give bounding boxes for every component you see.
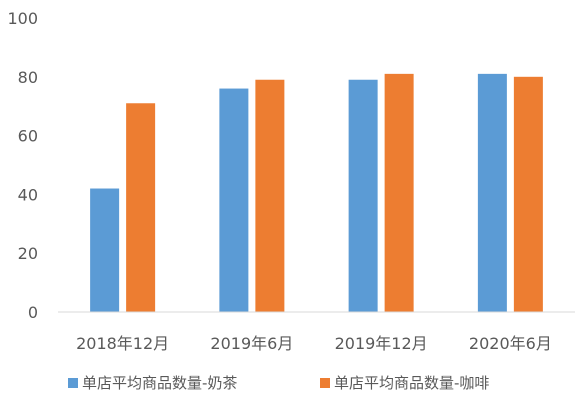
x-tick-label: 2018年12月 xyxy=(76,334,169,353)
legend-label: 单店平均商品数量-奶茶 xyxy=(82,374,237,392)
y-axis: 0 20 40 60 80 100 xyxy=(7,9,38,322)
y-tick-label: 0 xyxy=(28,303,38,322)
legend-item-coffee: 单店平均商品数量-咖啡 xyxy=(320,374,489,392)
y-tick-label: 60 xyxy=(18,127,38,146)
y-tick-label: 20 xyxy=(18,244,38,263)
x-tick-label: 2019年12月 xyxy=(335,334,428,353)
legend: 单店平均商品数量-奶茶 单店平均商品数量-咖啡 xyxy=(68,374,489,392)
bar-coffee xyxy=(384,73,414,312)
legend-swatch xyxy=(68,378,78,388)
bar-coffee xyxy=(513,76,543,312)
legend-item-milk-tea: 单店平均商品数量-奶茶 xyxy=(68,374,237,392)
bar-milk-tea xyxy=(90,188,120,312)
bar-coffee xyxy=(126,103,156,312)
bar-milk-tea xyxy=(477,73,507,312)
bar-milk-tea xyxy=(348,79,378,313)
y-tick-label: 80 xyxy=(18,68,38,87)
bars xyxy=(90,73,543,313)
y-tick-label: 40 xyxy=(18,185,38,204)
x-tick-label: 2020年6月 xyxy=(469,334,552,353)
bar-coffee xyxy=(255,79,285,313)
x-axis: 2018年12月 2019年6月 2019年12月 2020年6月 xyxy=(76,334,552,353)
legend-swatch xyxy=(320,378,330,388)
y-tick-label: 100 xyxy=(7,9,38,28)
legend-label: 单店平均商品数量-咖啡 xyxy=(334,374,489,392)
x-tick-label: 2019年6月 xyxy=(210,334,293,353)
bar-milk-tea xyxy=(219,88,249,312)
